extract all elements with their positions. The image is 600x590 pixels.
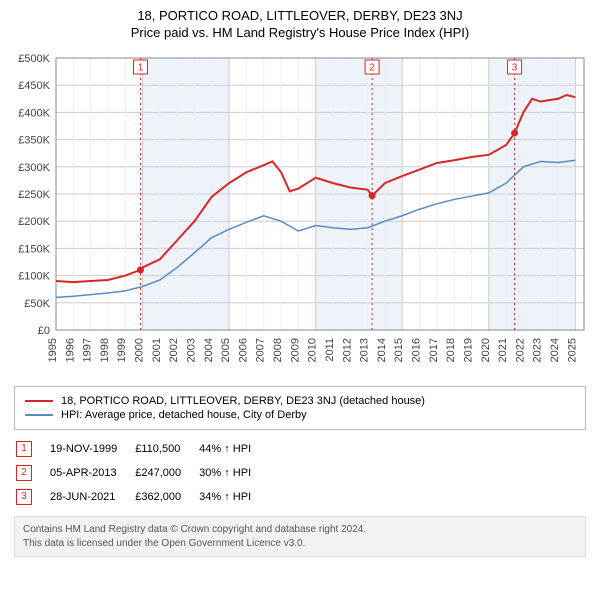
legend: 18, PORTICO ROAD, LITTLEOVER, DERBY, DE2… <box>14 386 586 430</box>
transaction-marker: 3 <box>16 489 32 505</box>
transaction-delta: 30% ↑ HPI <box>199 462 267 484</box>
x-axis-label: 2009 <box>289 338 301 362</box>
marker-badge-number: 3 <box>512 63 518 74</box>
legend-item: 18, PORTICO ROAD, LITTLEOVER, DERBY, DE2… <box>25 395 575 407</box>
y-axis-label: £200K <box>18 216 50 228</box>
x-axis-label: 2000 <box>134 338 146 362</box>
x-axis-label: 2007 <box>255 338 267 362</box>
marker-badge-number: 2 <box>369 63 375 74</box>
x-axis-label: 2002 <box>168 338 180 362</box>
transaction-date: 19-NOV-1999 <box>50 438 133 460</box>
x-axis-label: 2006 <box>237 338 249 362</box>
legend-label: HPI: Average price, detached house, City… <box>61 409 307 421</box>
x-axis-label: 2005 <box>220 338 232 362</box>
y-axis-label: £50K <box>24 298 50 310</box>
footer-note: Contains HM Land Registry data © Crown c… <box>14 516 586 557</box>
page-title-caption: Price paid vs. HM Land Registry's House … <box>8 25 592 40</box>
y-axis-label: £100K <box>18 271 50 283</box>
transaction-row: 1 19-NOV-1999£110,50044% ↑ HPI <box>16 438 267 460</box>
footer-line: This data is licensed under the Open Gov… <box>23 537 577 551</box>
y-axis-label: £0 <box>38 325 50 337</box>
x-axis-label: 2020 <box>480 338 492 362</box>
footer-line: Contains HM Land Registry data © Crown c… <box>23 523 577 537</box>
x-axis-label: 2022 <box>514 338 526 362</box>
marker-point <box>137 266 144 273</box>
y-axis-label: £450K <box>18 80 50 92</box>
chart: £0 £50K £100K £150K £200K £250K £300K £350K £400… <box>8 50 592 380</box>
chart-svg: £0 £50K £100K £150K £200K £250K £300K £350K £400… <box>8 50 592 380</box>
transaction-date: 05-APR-2013 <box>50 462 133 484</box>
x-axis-label: 2012 <box>341 338 353 362</box>
x-axis-label: 1995 <box>47 338 59 362</box>
transaction-price: £362,000 <box>135 486 197 508</box>
transaction-price: £110,500 <box>135 438 197 460</box>
transaction-delta: 44% ↑ HPI <box>199 438 267 460</box>
transaction-marker: 2 <box>16 465 32 481</box>
x-axis-label: 2017 <box>428 338 440 362</box>
y-axis-label: £500K <box>18 53 50 65</box>
x-axis-label: 2014 <box>376 338 388 362</box>
transaction-table: 1 19-NOV-1999£110,50044% ↑ HPI 2 05-APR-201… <box>14 436 269 510</box>
marker-point <box>369 192 376 199</box>
transaction-delta: 34% ↑ HPI <box>199 486 267 508</box>
x-axis-label: 2003 <box>185 338 197 362</box>
x-axis-label: 2008 <box>272 338 284 362</box>
transaction-price: £247,000 <box>135 462 197 484</box>
y-axis-label: £250K <box>18 189 50 201</box>
legend-swatch <box>25 400 53 402</box>
x-axis-label: 1996 <box>64 338 76 362</box>
marker-badge-number: 1 <box>138 63 144 74</box>
y-axis-label: £400K <box>18 107 50 119</box>
x-axis-label: 1999 <box>116 338 128 362</box>
legend-label: 18, PORTICO ROAD, LITTLEOVER, DERBY, DE2… <box>61 395 425 407</box>
x-axis-label: 2011 <box>324 338 336 362</box>
transaction-date: 28-JUN-2021 <box>50 486 133 508</box>
y-axis-label: £150K <box>18 243 50 255</box>
legend-swatch <box>25 414 53 416</box>
transaction-row: 2 05-APR-2013£247,00030% ↑ HPI <box>16 462 267 484</box>
x-axis-label: 2001 <box>151 338 163 362</box>
y-axis-label: £300K <box>18 162 50 174</box>
marker-point <box>511 130 518 137</box>
x-axis-label: 2018 <box>445 338 457 362</box>
x-axis-label: 2024 <box>549 338 561 362</box>
x-axis-label: 2016 <box>411 338 423 362</box>
x-axis-label: 2019 <box>462 338 474 362</box>
x-axis-label: 2023 <box>532 338 544 362</box>
x-axis-label: 2010 <box>307 338 319 362</box>
transaction-row: 3 28-JUN-2021£362,00034% ↑ HPI <box>16 486 267 508</box>
x-axis-label: 2004 <box>203 338 215 362</box>
x-axis-label: 2015 <box>393 338 405 362</box>
x-axis-label: 1997 <box>82 338 94 362</box>
legend-item: HPI: Average price, detached house, City… <box>25 409 575 421</box>
x-axis-label: 2025 <box>566 338 578 362</box>
x-axis-label: 2021 <box>497 338 509 362</box>
page-title-address: 18, PORTICO ROAD, LITTLEOVER, DERBY, DE2… <box>8 8 592 23</box>
x-axis-label: 2013 <box>359 338 371 362</box>
y-axis-label: £350K <box>18 135 50 147</box>
transaction-marker: 1 <box>16 441 32 457</box>
x-axis-label: 1998 <box>99 338 111 362</box>
